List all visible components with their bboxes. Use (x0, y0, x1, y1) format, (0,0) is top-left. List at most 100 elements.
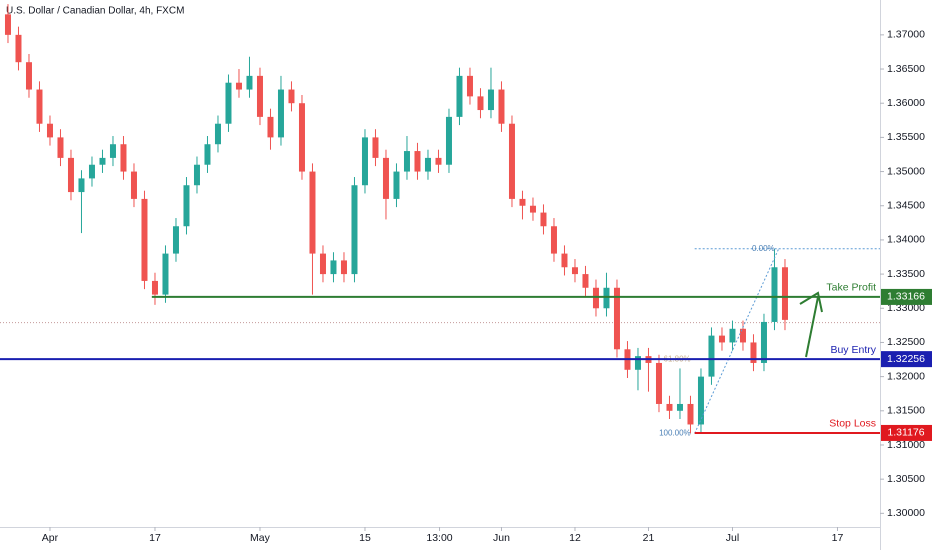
candle-body (750, 342, 757, 363)
candle-body (729, 328, 736, 343)
candle-body (424, 157, 431, 172)
y-tick-label: 1.30500 (887, 473, 925, 485)
candle-body (46, 123, 53, 138)
x-tick-label: 12 (569, 532, 581, 544)
candle-body (603, 287, 610, 309)
level-name: Buy Entry (830, 344, 876, 356)
candle-body (120, 144, 127, 172)
candle-body (235, 82, 242, 90)
x-tick-label: 17 (832, 532, 844, 544)
candle-body (445, 116, 452, 165)
y-tick-label: 1.33000 (887, 302, 925, 314)
candle-body (561, 253, 568, 268)
candle-body (99, 157, 106, 165)
level-name: Take Profit (826, 282, 876, 294)
candle-body (109, 144, 116, 158)
candle-body (130, 171, 137, 199)
y-tick-label: 1.37000 (887, 29, 925, 41)
y-tick-label: 1.34000 (887, 234, 925, 246)
candle-body (382, 157, 389, 199)
candle-body (88, 164, 95, 179)
candle-body (666, 403, 673, 411)
candle-body (655, 362, 662, 404)
up-arrow (799, 291, 823, 358)
candle-body (372, 137, 379, 158)
candle-body (708, 335, 715, 377)
candle-body (687, 403, 694, 425)
fib-trend (694, 248, 780, 434)
candle-body (582, 274, 589, 288)
candle-body (141, 198, 148, 281)
y-tick-label: 1.31500 (887, 405, 925, 417)
y-tick-label: 1.31000 (887, 439, 925, 451)
candle-body (15, 34, 22, 63)
y-tick-label: 1.32500 (887, 336, 925, 348)
candle-body (739, 328, 746, 343)
candle-body (781, 267, 788, 320)
candle-body (498, 89, 505, 124)
candle-body (246, 75, 253, 90)
candle-body (771, 267, 778, 322)
candle-body (4, 14, 11, 35)
candle-body (508, 123, 515, 199)
candle-body (403, 151, 410, 172)
fib-label: 0.00% (752, 244, 775, 253)
candle-body (78, 178, 85, 193)
y-tick-label: 1.30000 (887, 507, 925, 519)
candle-body (214, 123, 221, 145)
candle-body (256, 75, 263, 117)
level-value: 1.33166 (887, 291, 925, 303)
candle-body (319, 253, 326, 275)
y-tick-label: 1.36500 (887, 63, 925, 75)
candle-body (718, 335, 725, 343)
candle-body (697, 376, 704, 425)
x-tick-label: 13:00 (426, 532, 452, 544)
chart-title: U.S. Dollar / Canadian Dollar, 4h, FXCM (6, 6, 184, 17)
candle-body (466, 75, 473, 97)
candle-body (760, 321, 767, 363)
candle-body (550, 226, 557, 254)
candle-body (414, 151, 421, 172)
x-tick-label: 21 (643, 532, 655, 544)
level-value: 1.32256 (887, 353, 925, 365)
candle-body (477, 96, 484, 111)
level-badge (881, 351, 932, 368)
candle-body (183, 185, 190, 227)
candle-body (225, 82, 232, 124)
level-value: 1.31176 (887, 427, 924, 439)
y-tick-label: 1.35000 (887, 165, 925, 177)
arrow-shaft (805, 296, 819, 358)
candle-body (676, 403, 683, 411)
arrow-head (799, 291, 823, 313)
y-tick-label: 1.32000 (887, 370, 925, 382)
x-tick-label: 15 (359, 532, 371, 544)
candle-body (162, 253, 169, 295)
candle-body (277, 89, 284, 138)
candle-body (172, 226, 179, 254)
candle-body (456, 75, 463, 117)
candle-body (340, 260, 347, 275)
level-name: Stop Loss (829, 418, 876, 430)
candle-body (351, 185, 358, 275)
candle-body (435, 157, 442, 165)
candle-body (330, 260, 337, 275)
y-tick-label: 1.35500 (887, 131, 925, 143)
candle-body (613, 287, 620, 350)
candle-body (67, 157, 74, 193)
candle-body (592, 287, 599, 309)
candle-body (540, 212, 547, 227)
candle-body (634, 356, 641, 370)
candle-body (288, 89, 295, 104)
level-badge (881, 424, 932, 441)
candle-body (204, 144, 211, 165)
candle-body (25, 62, 32, 90)
candle-body (361, 137, 368, 186)
candle-body (298, 103, 305, 172)
candle-body (36, 89, 43, 124)
y-tick-label: 1.34500 (887, 200, 925, 212)
x-tick-label: 17 (149, 532, 161, 544)
candle-body (193, 164, 200, 186)
candle-body (487, 89, 494, 111)
